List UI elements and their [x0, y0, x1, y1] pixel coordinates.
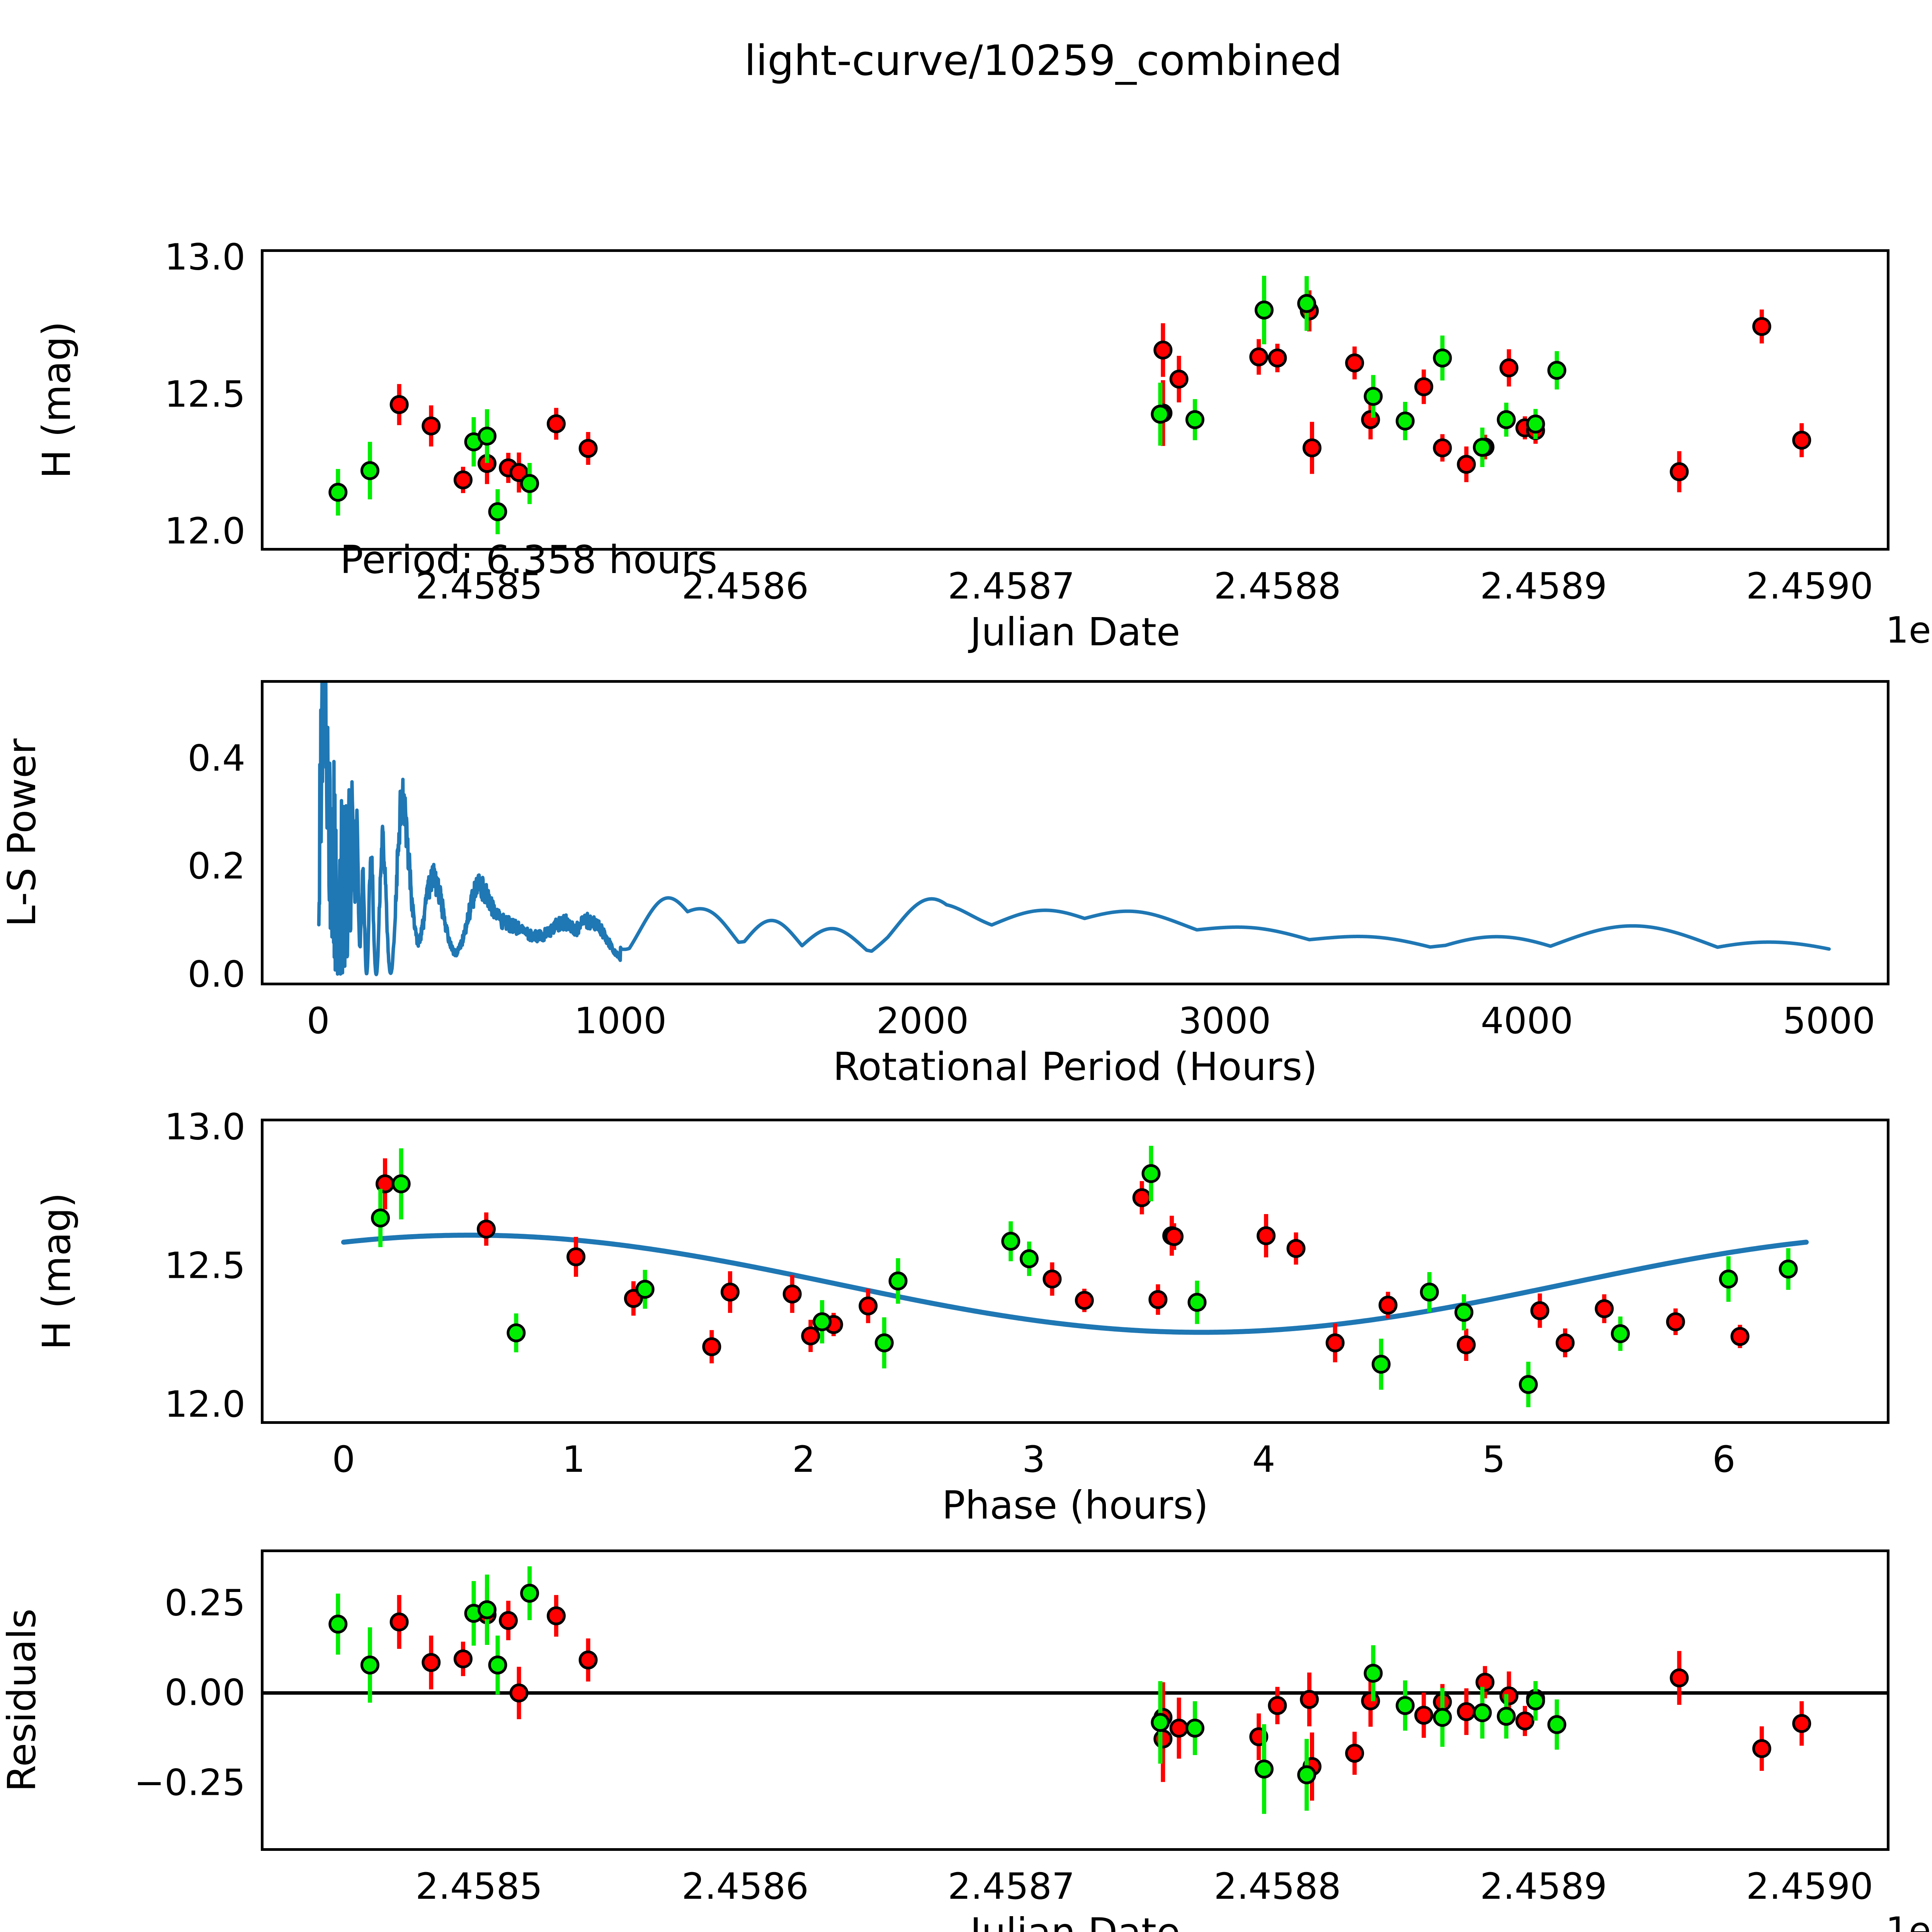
periodogram-axes-frame [261, 680, 1889, 985]
xtick-label-lightcurve-3: 2.4588 [1214, 565, 1341, 607]
figure-title: light-curve/10259_combined [744, 37, 1342, 85]
xtick-label-periodogram-2: 2000 [876, 1000, 969, 1042]
xtick-label-residuals-1: 2.4586 [682, 1866, 809, 1908]
residuals-axes-frame [261, 1549, 1889, 1851]
ytick-label-lightcurve-2: 13.0 [164, 236, 245, 279]
series-red [375, 1158, 1750, 1364]
xtick-label-lightcurve-5: 2.4590 [1746, 565, 1873, 607]
ytick-label-residuals-1: 0.00 [164, 1672, 245, 1714]
phase-axes-frame [261, 1119, 1889, 1424]
ytick-label-periodogram-2: 0.4 [187, 737, 246, 780]
ytick-label-phase_folded-0: 12.0 [164, 1383, 245, 1426]
xtick-label-periodogram-5: 5000 [1782, 1000, 1876, 1042]
xtick-label-periodogram-4: 4000 [1480, 1000, 1573, 1042]
residuals-plot-area [261, 1566, 1889, 1814]
xtick-label-phase_folded-6: 6 [1712, 1439, 1736, 1481]
panel-residuals [261, 1549, 1889, 1851]
xtick-label-residuals-4: 2.4589 [1480, 1866, 1607, 1908]
xtick-label-phase_folded-5: 5 [1482, 1439, 1505, 1481]
series-red [389, 290, 1811, 493]
series-green [371, 1146, 1798, 1407]
xtick-label-periodogram-0: 0 [306, 1000, 330, 1042]
xtick-label-lightcurve-0: 2.4585 [415, 565, 543, 607]
periodogram-plot-area [317, 680, 1831, 976]
x-offset-label-lightcurve: 1e6 [1886, 609, 1932, 651]
ytick-label-lightcurve-1: 12.5 [164, 373, 245, 416]
lightcurve-axes-frame [261, 249, 1889, 551]
ytick-label-phase_folded-2: 13.0 [164, 1106, 245, 1148]
ylabel-phase_folded: H (mag) [34, 1192, 79, 1350]
xtick-label-residuals-3: 2.4588 [1214, 1866, 1341, 1908]
xtick-label-phase_folded-2: 2 [792, 1439, 815, 1481]
xtick-label-phase_folded-3: 3 [1022, 1439, 1046, 1481]
ylabel-lightcurve: H (mag) [34, 321, 79, 479]
xtick-label-phase_folded-1: 1 [562, 1439, 585, 1481]
xtick-label-lightcurve-1: 2.4586 [682, 565, 809, 607]
series-green [328, 1566, 1566, 1814]
xtick-label-periodogram-1: 1000 [574, 1000, 667, 1042]
xtick-label-lightcurve-4: 2.4589 [1480, 565, 1607, 607]
ytick-label-phase_folded-1: 12.5 [164, 1245, 245, 1287]
xlabel-periodogram: Rotational Period (Hours) [833, 1044, 1318, 1089]
xtick-label-phase_folded-0: 0 [332, 1439, 355, 1481]
ylabel-residuals: Residuals [0, 1608, 44, 1792]
xlabel-residuals: Julian Date [970, 1910, 1180, 1932]
xtick-label-residuals-2: 2.4587 [947, 1866, 1075, 1908]
xlabel-lightcurve: Julian Date [970, 609, 1180, 655]
panel-lightcurve [261, 249, 1889, 551]
ytick-label-residuals-0: −0.25 [134, 1762, 245, 1804]
ytick-label-lightcurve-0: 12.0 [164, 510, 245, 553]
ylabel-periodogram: L-S Power [0, 738, 44, 927]
xtick-label-periodogram-3: 3000 [1178, 1000, 1271, 1042]
xtick-label-residuals-5: 2.4590 [1746, 1866, 1873, 1908]
ytick-label-periodogram-1: 0.2 [187, 845, 246, 888]
panel-periodogram [261, 680, 1889, 985]
ytick-label-periodogram-0: 0.0 [187, 953, 246, 996]
period-annotation: Period: 6.358 hours [340, 537, 718, 582]
xlabel-phase_folded: Phase (hours) [942, 1483, 1209, 1528]
panel-phase-folded [261, 1119, 1889, 1424]
x-offset-label-residuals: 1e6 [1886, 1910, 1932, 1932]
phase-folded-plot-area [341, 1146, 1809, 1407]
xtick-label-lightcurve-2: 2.4587 [947, 565, 1075, 607]
series-green [328, 276, 1566, 534]
ytick-label-residuals-2: 0.25 [164, 1582, 245, 1624]
xtick-label-residuals-0: 2.4585 [415, 1866, 543, 1908]
xtick-label-phase_folded-4: 4 [1252, 1439, 1276, 1481]
lightcurve-plot-area [328, 276, 1811, 534]
